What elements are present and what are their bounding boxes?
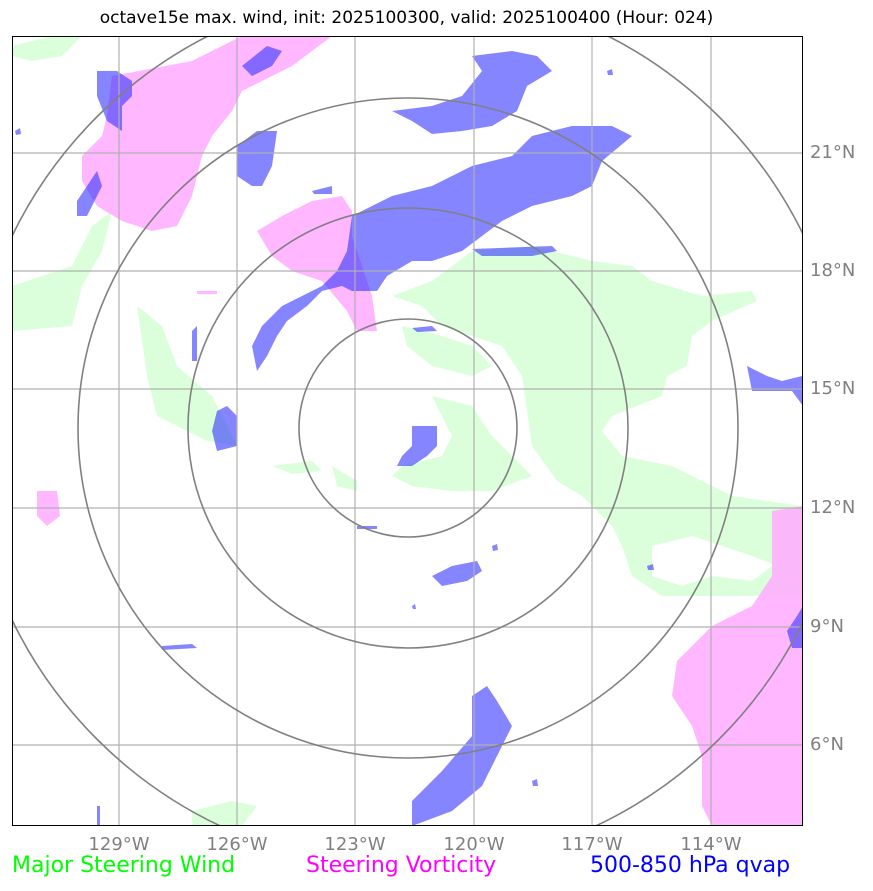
lat-label: 9°N: [810, 616, 844, 637]
map-title: octave15e max. wind, init: 2025100300, v…: [99, 8, 714, 28]
steering-vorticity-layer: [37, 36, 803, 826]
lon-label: 120°W: [443, 834, 505, 855]
lat-label: 6°N: [810, 734, 844, 755]
lon-label: 117°W: [561, 834, 623, 855]
lat-label: 21°N: [810, 142, 856, 163]
map-frame: [12, 36, 803, 826]
lat-label: 15°N: [810, 378, 856, 399]
legend-steering-vorticity: Steering Vorticity: [306, 853, 497, 878]
range-rings: [12, 36, 803, 826]
qvap-layer: [15, 46, 803, 826]
legend-qvap: 500-850 hPa qvap: [590, 853, 791, 878]
legend-steering-wind: Major Steering Wind: [12, 853, 236, 878]
lon-label: 114°W: [680, 834, 742, 855]
lat-label: 12°N: [810, 497, 856, 518]
lon-label: 123°W: [324, 834, 386, 855]
lon-label: 126°W: [206, 834, 268, 855]
lon-label: 129°W: [88, 834, 150, 855]
lat-label: 18°N: [810, 260, 856, 281]
map-plot: [12, 36, 803, 826]
